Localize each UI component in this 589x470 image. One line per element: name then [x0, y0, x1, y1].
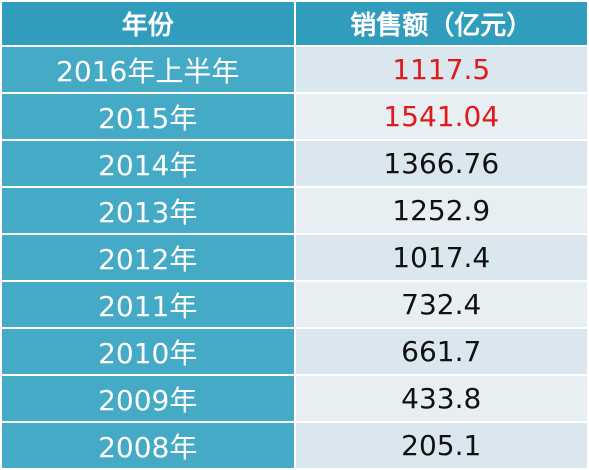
year-cell: 2010年: [0, 327, 296, 376]
table-row: 2013年 1252.9: [0, 186, 589, 235]
table-row: 2008年 205.1: [0, 421, 589, 470]
sales-cell: 732.4: [293, 280, 589, 329]
table-row: 2012年 1017.4: [0, 233, 589, 282]
table-body: 2016年上半年 1117.5 2015年 1541.04 2014年 1366.76 20…: [0, 45, 589, 470]
table-row: 2015年 1541.04: [0, 92, 589, 141]
table-row: 2009年 433.8: [0, 374, 589, 423]
sales-cell: 661.7: [293, 327, 589, 376]
year-cell: 2015年: [0, 92, 296, 141]
year-cell: 2008年: [0, 421, 296, 470]
year-cell: 2013年: [0, 186, 296, 235]
table-row: 2010年 661.7: [0, 327, 589, 376]
sales-cell: 1017.4: [293, 233, 589, 282]
table-row: 2014年 1366.76: [0, 139, 589, 188]
year-cell: 2016年上半年: [0, 45, 296, 94]
sales-cell: 205.1: [293, 421, 589, 470]
year-cell: 2012年: [0, 233, 296, 282]
table-row: 2016年上半年 1117.5: [0, 45, 589, 94]
header-row: 年份 销售额（亿元）: [0, 0, 589, 47]
year-cell: 2009年: [0, 374, 296, 423]
year-cell: 2011年: [0, 280, 296, 329]
sales-cell: 1541.04: [293, 92, 589, 141]
header-cell: 年份: [0, 0, 296, 47]
sales-cell: 433.8: [293, 374, 589, 423]
sales-cell: 1252.9: [293, 186, 589, 235]
year-cell: 2014年: [0, 139, 296, 188]
sales-cell: 1366.76: [293, 139, 589, 188]
table-header: 年份 销售额（亿元）: [0, 0, 589, 47]
table-row: 2011年 732.4: [0, 280, 589, 329]
sales-cell: 1117.5: [293, 45, 589, 94]
header-cell: 销售额（亿元）: [293, 0, 589, 47]
